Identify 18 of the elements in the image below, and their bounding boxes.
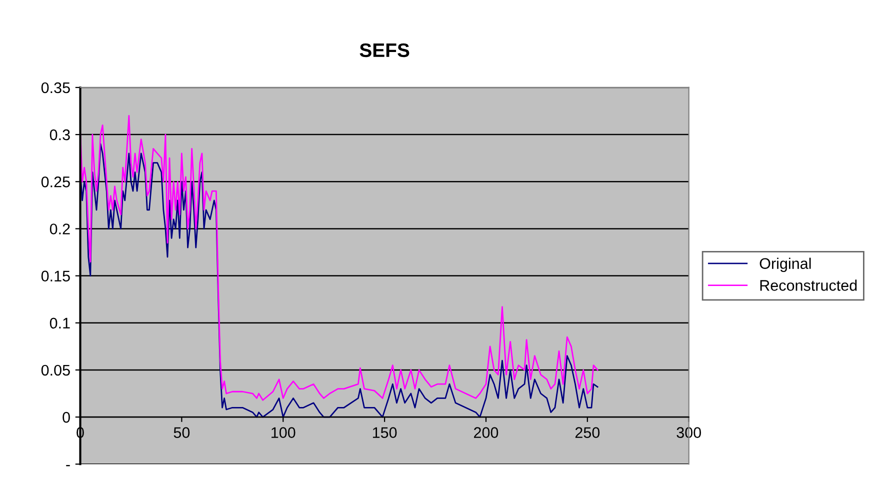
x-tick-label: 200 [474,427,498,438]
x-tick-label: 50 [174,427,190,438]
y-tick-label: 0.05 [41,364,70,376]
x-tick-label: 100 [272,427,296,438]
y-tick-label: 0.2 [50,224,70,234]
x-tick-label: 150 [372,427,397,438]
y-tick-label: 0.35 [41,82,70,94]
y-tick-label: 0.15 [41,270,70,282]
y-tick-label: - [66,465,70,466]
legend-label: Reconstructed [760,280,857,291]
legend-label: Original [760,258,811,272]
x-tick-label: 250 [575,427,600,438]
chart-title: SEFS [360,43,410,58]
y-tick-label: 0 [62,412,70,423]
y-tick-label: 0.1 [50,318,70,329]
y-tick-label: 0.3 [50,129,70,140]
x-tick-label: 300 [676,427,701,438]
y-tick-label: 0.25 [41,176,70,188]
